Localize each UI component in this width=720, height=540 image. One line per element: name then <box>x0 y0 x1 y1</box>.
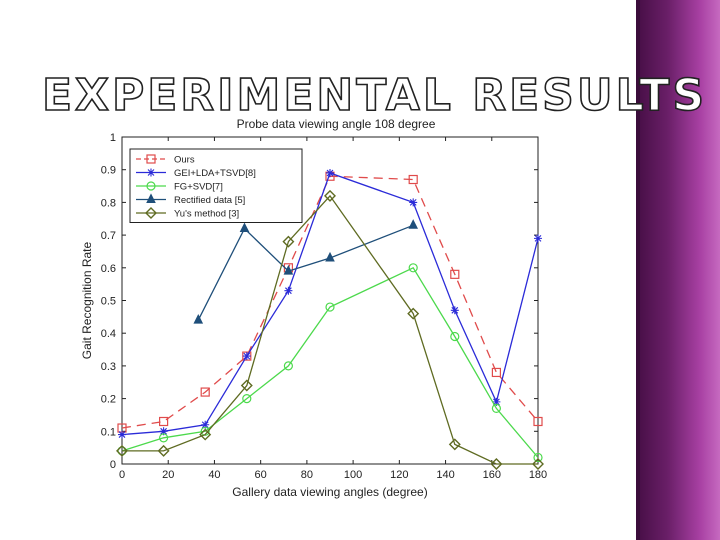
series-5 <box>116 189 544 470</box>
series-line <box>121 175 539 429</box>
legend: Ours GEI+LDA+TSVD[8] FG+SVD[7] Rectified da… <box>129 148 303 223</box>
x-tick-label: 40 <box>208 469 220 481</box>
x-tick-label: 0 <box>119 469 125 481</box>
chart-title: Probe data viewing angle 108 degree <box>237 117 436 131</box>
y-tick-label: 0.1 <box>101 426 116 438</box>
data-point <box>450 331 460 342</box>
data-point <box>116 444 128 457</box>
y-tick-label: 0.5 <box>101 296 116 308</box>
data-point <box>492 397 501 406</box>
series-line <box>197 224 414 321</box>
data-point <box>491 367 501 378</box>
slide-title: EXPERIMENTAL RESULTS <box>41 70 708 121</box>
data-point <box>199 428 212 441</box>
y-axis-label: Gait Recognition Rate <box>80 241 94 359</box>
data-point <box>240 379 253 392</box>
data-point <box>284 286 293 295</box>
data-point <box>283 264 294 275</box>
data-point <box>450 269 460 279</box>
y-tick-label: 1 <box>110 132 116 144</box>
data-point <box>533 452 543 463</box>
x-tick-label: 180 <box>529 469 547 481</box>
decorative-side-band <box>636 0 720 540</box>
data-point <box>200 426 210 436</box>
y-tick-label: 0.2 <box>101 394 116 406</box>
data-point <box>491 403 501 414</box>
legend-label: GEI+LDA+TSVD[8] <box>174 168 256 179</box>
legend-label: Yu's method [3] <box>174 209 239 220</box>
data-point <box>408 263 418 273</box>
legend-marker <box>145 207 157 219</box>
y-tick-label: 0.4 <box>101 328 116 340</box>
data-point <box>450 306 459 315</box>
side-band-edge <box>636 0 640 540</box>
y-tick-label: 0.3 <box>101 361 116 373</box>
data-point <box>242 394 252 404</box>
data-point <box>532 458 544 470</box>
y-tick-label: 0.7 <box>101 230 116 242</box>
data-point <box>201 420 210 429</box>
data-point <box>324 189 336 202</box>
x-tick-label: 140 <box>436 469 454 481</box>
x-axis-label: Gallery data viewing angles (degree) <box>232 485 427 499</box>
data-point <box>200 387 210 397</box>
data-point <box>408 174 418 185</box>
data-point <box>408 219 419 229</box>
series-2 <box>118 168 542 439</box>
data-point <box>193 314 204 324</box>
data-point <box>282 235 295 248</box>
data-point <box>409 198 418 207</box>
x-tick-label: 160 <box>483 469 501 481</box>
data-point <box>533 416 543 427</box>
y-tick-label: 0.6 <box>101 263 116 275</box>
legend-marker <box>147 168 155 177</box>
series-line <box>122 194 538 465</box>
data-point <box>326 168 334 177</box>
y-tick-label: 0 <box>110 459 116 471</box>
legend-marker <box>146 181 156 191</box>
data-point <box>242 352 251 361</box>
x-tick-label: 120 <box>390 469 408 481</box>
legend-marker <box>146 154 156 164</box>
data-point <box>157 444 170 457</box>
data-point <box>159 427 168 436</box>
data-point <box>283 361 293 371</box>
data-point <box>325 302 335 312</box>
legend-label: FG+SVD[7] <box>174 182 223 193</box>
data-point <box>490 458 503 470</box>
data-point <box>534 234 542 243</box>
data-point <box>239 222 250 233</box>
legend-marker <box>146 193 156 203</box>
series-3 <box>117 263 543 463</box>
series-line <box>121 172 539 436</box>
series-line <box>121 266 539 458</box>
y-tick-label: 0.9 <box>101 165 116 177</box>
line-chart: Probe data viewing angle 108 degree 0 20 40… <box>80 117 547 499</box>
y-tick-label: 0.8 <box>101 197 116 209</box>
x-tick-label: 60 <box>255 469 267 481</box>
data-point <box>325 251 335 262</box>
data-point <box>118 430 126 439</box>
x-tick-label: 80 <box>301 469 313 481</box>
series-4 <box>193 219 419 324</box>
legend-label: Rectified data [5] <box>174 195 245 206</box>
legend-label: Ours <box>174 155 195 166</box>
data-point <box>448 438 461 451</box>
data-point <box>158 433 169 443</box>
data-point <box>158 416 169 427</box>
x-tick-label: 100 <box>344 469 362 481</box>
data-point <box>407 307 420 320</box>
series-1 <box>117 171 543 433</box>
x-tick-label: 20 <box>162 469 174 481</box>
